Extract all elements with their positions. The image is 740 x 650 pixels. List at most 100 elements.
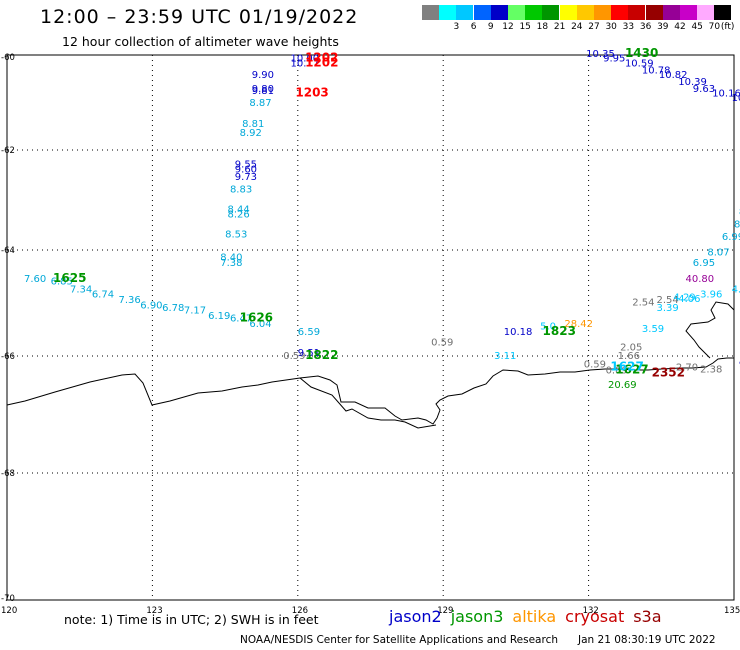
wave-height-label: 9.81	[252, 86, 274, 97]
wave-height-label: 10.18	[504, 327, 533, 338]
scale-swatch	[628, 5, 646, 20]
scale-swatch	[714, 5, 732, 20]
pass-time-label: 1203	[295, 86, 328, 100]
wave-height-label: 9.95	[603, 54, 625, 65]
footer-note: note: 1) Time is in UTC; 2) SWH is in fe…	[64, 612, 319, 627]
wave-height-label: 9	[739, 360, 740, 371]
scale-label: 3	[453, 22, 460, 32]
wave-height-label: 10.82	[659, 70, 688, 81]
wave-height-label: 9.55	[235, 160, 257, 171]
wave-height-label: 10.00	[291, 54, 320, 65]
wave-height-label: 0.59	[283, 351, 305, 362]
wave-height-label: 6.90	[140, 300, 162, 311]
pass-time-label: 1202	[305, 55, 338, 69]
generated-timestamp: Jan 21 08:30:19 UTC 2022	[578, 634, 716, 646]
map-frame	[6, 54, 735, 601]
latitude-tick-label: -62	[1, 146, 15, 156]
scale-swatch	[439, 5, 457, 20]
scale-label: 30	[605, 22, 617, 32]
wave-height-label: 4.55	[732, 284, 740, 295]
wave-height-label: 3.11	[494, 351, 516, 362]
latitude-tick-label: -60	[1, 53, 15, 63]
scale-swatch	[697, 5, 715, 20]
wave-height-label: 9.73	[235, 172, 257, 183]
wave-height-label: 6.85	[51, 276, 73, 287]
wave-height-label: 9.63	[693, 84, 715, 95]
scale-label: 15	[519, 22, 531, 32]
pass-time-label: 1202	[305, 51, 338, 65]
wave-height-label: 0.59	[584, 360, 606, 371]
wave-height-label: 10.35	[586, 49, 615, 60]
scale-unit-label: (ft)	[720, 22, 735, 32]
wave-height-label: 9.51	[298, 348, 320, 359]
wave-height-label: 6.47	[230, 314, 252, 325]
scale-swatch	[680, 5, 697, 20]
legend-entry: s3a	[633, 607, 662, 626]
longitude-tick-label: 132	[583, 606, 599, 616]
wave-height-label: 5.0	[540, 322, 556, 333]
scale-swatch	[645, 5, 663, 20]
scale-swatch	[611, 5, 629, 20]
scale-swatch	[490, 5, 508, 20]
scale-swatch	[525, 5, 543, 20]
graticule: -60 -62 -64 -66 -68 -70 120 123 126 129 132 135	[1, 53, 740, 616]
longitude-tick-label: 123	[146, 606, 162, 616]
wave-height-label: 40.80	[686, 274, 715, 285]
longitude-tick-label: 135	[724, 606, 740, 616]
wave-height-label: 2.05	[620, 343, 642, 354]
wave-height-label: 7.38	[220, 258, 242, 269]
wave-height-label: 3.39	[656, 303, 678, 314]
wave-height-label: 7.17	[184, 306, 206, 317]
scale-label: 70	[708, 22, 721, 32]
scale-label: 6	[470, 22, 477, 32]
scale-label: 27	[588, 22, 600, 32]
latitude-tick-label: -68	[1, 469, 15, 479]
wave-height-label: 9.80	[252, 84, 274, 95]
wave-height-label: 4.06	[678, 294, 700, 305]
pass-time-label: 1625	[53, 271, 86, 285]
wave-height-label: 3.96	[700, 290, 722, 301]
longitude-tick-label: 129	[437, 606, 453, 616]
scale-swatch	[473, 5, 491, 20]
scale-label: 33	[622, 22, 635, 32]
wave-height-label: 8.81	[242, 119, 264, 130]
longitude-tick-label: 120	[1, 606, 17, 616]
wave-height-label: 2.38	[700, 364, 722, 375]
wave-height-label: 8.92	[240, 128, 262, 139]
wave-height-label: 6.78	[162, 303, 184, 314]
wave-height-label: 8.53	[225, 230, 247, 241]
scale-swatch	[559, 5, 577, 20]
wave-height-label: 0.59	[431, 337, 453, 348]
wave-height-label: 8.87	[249, 98, 271, 109]
wave-height-label: 6.04	[249, 319, 271, 330]
scale-label: 12	[502, 22, 514, 32]
scale-swatch	[508, 5, 525, 20]
pass-time-label: 1822	[305, 348, 338, 362]
wave-height-label: 4.29	[673, 292, 695, 303]
wave-height-label: 2.54	[632, 298, 654, 309]
page-title: 12:00 – 23:59 UTC 01/19/2022	[40, 6, 359, 28]
pass-time-label: 1626	[240, 311, 273, 325]
latitude-tick-label: -70	[1, 594, 15, 604]
wave-height-label: 8.83	[230, 185, 252, 196]
pass-time-label: 1627	[610, 360, 643, 374]
scale-swatch	[422, 5, 439, 20]
wave-height-label: 8.07	[707, 247, 729, 258]
page-subtitle: 12 hour collection of altimeter wave hei…	[62, 34, 339, 49]
scale-swatch	[456, 5, 474, 20]
wave-height-label: 9.90	[252, 70, 274, 81]
wave-height-label: 6.74	[92, 290, 114, 301]
scale-label: 45	[691, 22, 703, 32]
wave-height-label: 7.60	[24, 274, 46, 285]
scale-swatch	[662, 5, 680, 20]
wave-height-label: 8.4	[739, 207, 740, 218]
credit-line: NOAA/NESDIS Center for Satellite Applica…	[240, 634, 558, 646]
wave-height-label: 8.70	[734, 220, 740, 231]
wave-height-label: 10.17	[291, 58, 320, 69]
longitude-tick-label: 126	[292, 606, 308, 616]
wave-height-label: 10.39	[678, 77, 707, 88]
wave-height-label: 0.89	[606, 366, 628, 377]
wave-height-label: 20.69	[608, 380, 637, 391]
